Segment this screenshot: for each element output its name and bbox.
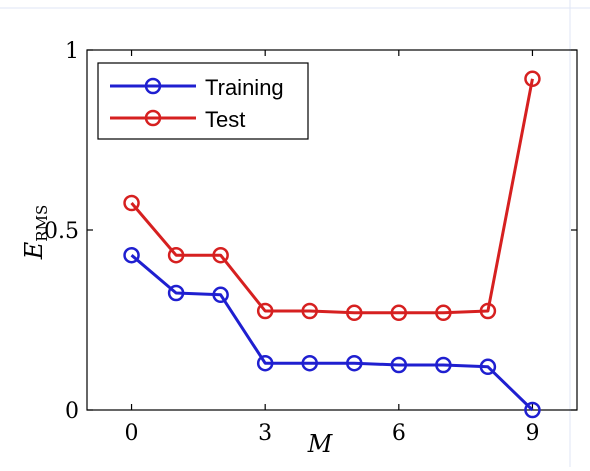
data-point-training — [256, 354, 274, 372]
legend-marker-training — [144, 77, 162, 95]
data-point-training — [435, 356, 452, 374]
data-point-training — [346, 354, 363, 372]
series-training — [123, 246, 541, 419]
data-point-training — [390, 356, 408, 374]
legend: Training Test — [97, 62, 309, 140]
data-point-training — [123, 246, 140, 264]
legend-label-test: Test — [205, 107, 245, 132]
y-tick-label: 0.5 — [44, 219, 79, 244]
legend-marker-test — [144, 109, 162, 127]
y-axis-label-sub: RMS — [33, 205, 51, 242]
y-tick-label: 0 — [65, 399, 79, 424]
legend-item-test: Test — [110, 107, 245, 132]
x-tick-label: 9 — [525, 421, 539, 446]
data-point-test — [435, 304, 452, 322]
data-point-test — [479, 302, 497, 320]
data-point-training — [524, 401, 541, 419]
tick-labels: 0 3 6 9 0 0.5 1 — [44, 39, 539, 446]
series-layer — [123, 70, 541, 419]
legend-item-training: Training — [110, 75, 284, 100]
series-line-test — [130, 78, 534, 315]
series-line-training — [130, 254, 534, 412]
data-point-test — [346, 304, 363, 322]
x-tick-label: 0 — [125, 421, 139, 446]
x-tick-label: 6 — [392, 421, 406, 446]
data-point-test — [256, 302, 274, 320]
legend-label-training: Training — [205, 75, 284, 100]
data-point-test — [212, 246, 229, 264]
svg-text:ERMS: ERMS — [20, 205, 51, 260]
y-tick-label: 1 — [65, 39, 79, 64]
y-axis-label: ERMS — [20, 205, 51, 260]
data-point-test — [524, 70, 541, 88]
data-point-test — [123, 194, 140, 212]
legend-box — [97, 62, 309, 140]
data-point-test — [301, 302, 318, 320]
data-point-training — [212, 286, 229, 304]
y-axis-label-main: E — [20, 241, 48, 260]
series-test — [123, 70, 541, 322]
data-point-training — [167, 284, 185, 302]
tick-marks — [87, 49, 577, 411]
x-tick-label: 3 — [258, 421, 272, 446]
x-axis-label: M — [307, 430, 334, 458]
data-point-test — [390, 304, 408, 322]
data-point-training — [301, 354, 318, 372]
data-point-test — [167, 246, 185, 264]
data-point-training — [479, 358, 497, 376]
